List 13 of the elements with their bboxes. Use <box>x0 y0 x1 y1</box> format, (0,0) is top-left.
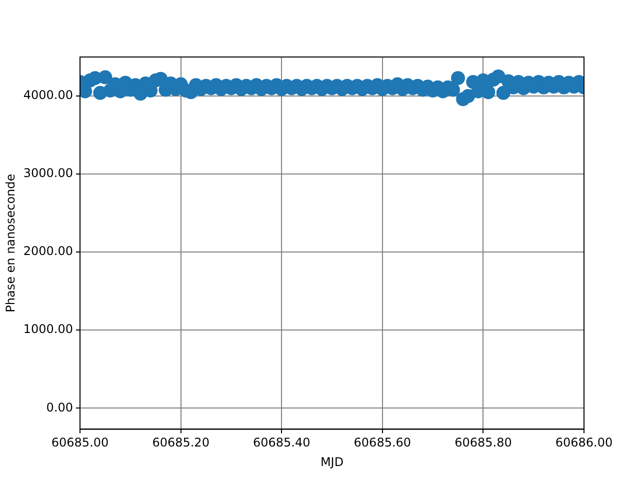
x-tick-label: 60685.40 <box>252 436 310 450</box>
y-tick-label: 4000.00 <box>23 88 74 102</box>
y-tick-label: 0.00 <box>46 400 74 414</box>
y-tick-label: 1000.00 <box>23 322 74 336</box>
y-tick-label: 3000.00 <box>23 166 74 180</box>
y-axis-title: Phase en nanoseconde <box>3 174 18 312</box>
x-tick-label: 60685.80 <box>454 436 512 450</box>
x-axis-title: MJD <box>320 454 344 469</box>
x-tick-label: 60685.20 <box>152 436 210 450</box>
y-tick-label: 2000.00 <box>23 244 74 258</box>
x-tick-label: 60685.00 <box>51 436 109 450</box>
x-tick-label: 60685.60 <box>354 436 412 450</box>
x-tick-label: 60686.00 <box>555 436 613 450</box>
